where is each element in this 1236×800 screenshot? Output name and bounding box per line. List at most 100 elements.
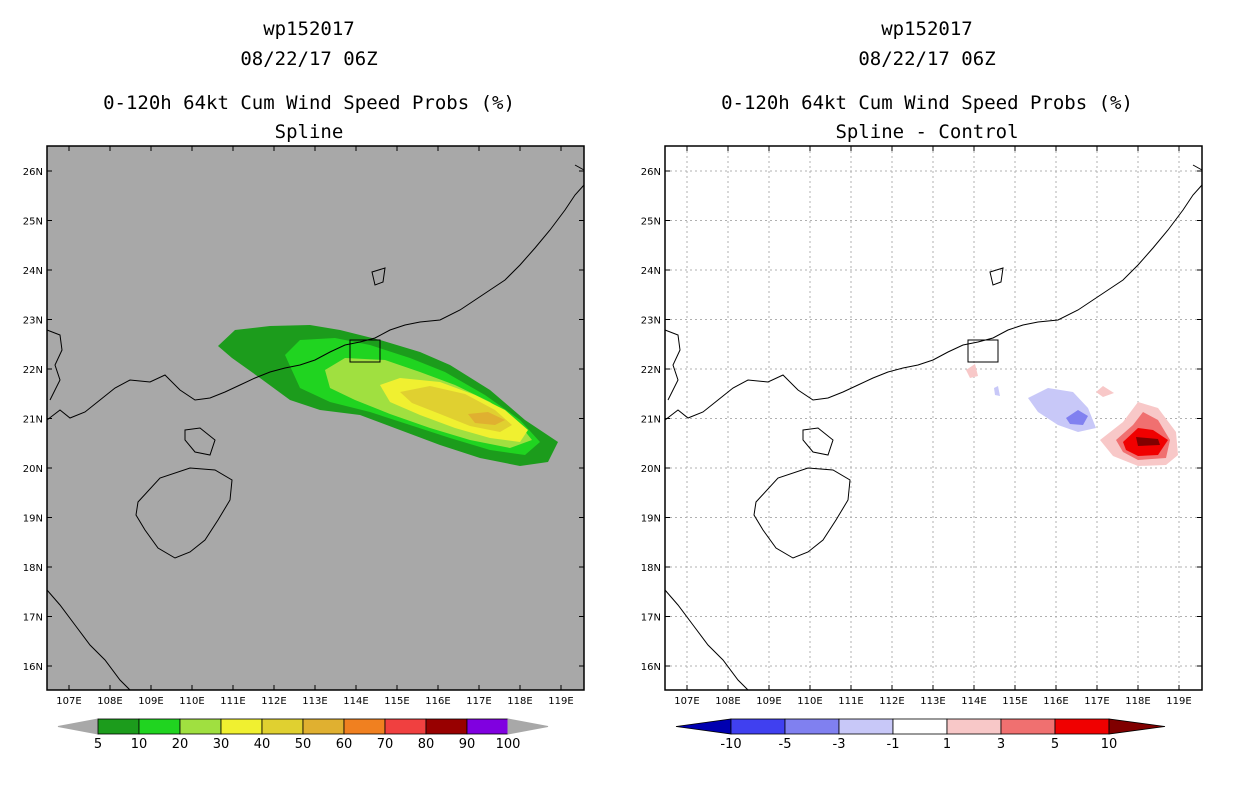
colorbar-swatch (784, 718, 840, 735)
lon-tick-label: 114E (961, 696, 986, 707)
colorbar-under-arrow (675, 718, 732, 735)
lat-tick-label: 24N (23, 266, 43, 277)
colorbar-label: 5 (1051, 737, 1059, 752)
colorbar-swatch (1054, 718, 1110, 735)
spline-minus-control-panel: wp152017 08/22/17 06Z 0-120h 64kt Cum Wi… (618, 0, 1236, 800)
lon-tick-label: 114E (343, 696, 368, 707)
colorbar-difference: -10 -5 -3 -1 1 3 5 10 (675, 718, 1166, 752)
prob-contour-50 (468, 412, 505, 425)
lon-tick-label: 111E (220, 696, 245, 707)
lat-tick-label: 19N (23, 514, 43, 525)
colorbar-swatch (384, 718, 427, 735)
colorbar-swatch (1000, 718, 1056, 735)
lon-tick-label: 118E (507, 696, 532, 707)
colorbar-label: 30 (213, 737, 230, 752)
lon-tick-label: 112E (261, 696, 286, 707)
difference-contours (966, 364, 1178, 466)
lat-tick-label: 23N (641, 316, 661, 327)
grid-lines (665, 146, 1202, 690)
lat-tick-label: 20N (23, 464, 43, 475)
colorbar-label: -5 (779, 737, 792, 752)
diff-contour-pos-1-small (966, 364, 978, 378)
lon-tick-label: 108E (97, 696, 122, 707)
colorbar-swatch (302, 718, 345, 735)
diff-contour-pos-10 (1136, 437, 1160, 446)
lat-tick-label: 26N (641, 167, 661, 178)
lat-tick-label: 22N (23, 365, 43, 376)
colorbar-label: 90 (459, 737, 476, 752)
lat-tick-label: 25N (641, 217, 661, 228)
difference-map: 107E 108E 109E 110E 111E 112E 113E 114E 115E 116E… (641, 145, 1203, 752)
colorbar-label: 10 (131, 737, 148, 752)
colorbar-over-arrow (1108, 718, 1166, 735)
lon-tick-label: 109E (138, 696, 163, 707)
lon-tick-label: 108E (715, 696, 740, 707)
colorbar-spline: 5 10 20 30 40 50 60 70 80 90 100 (57, 718, 549, 752)
colorbar-swatch (466, 718, 509, 735)
colorbar-label: 3 (997, 737, 1005, 752)
lon-tick-label: 109E (756, 696, 781, 707)
lon-tick-label: 115E (1002, 696, 1027, 707)
colorbar-swatch (343, 718, 386, 735)
lat-tick-label: 17N (23, 613, 43, 624)
lon-tick-label: 117E (1084, 696, 1109, 707)
lon-tick-label: 107E (56, 696, 81, 707)
lon-tick-label: 117E (466, 696, 491, 707)
lat-tick-label: 16N (641, 662, 661, 673)
lon-tick-label: 113E (920, 696, 945, 707)
colorbar-swatch (425, 718, 468, 735)
lon-ticks: 107E 108E 109E 110E 111E 112E 113E 114E 115E 116E… (674, 146, 1192, 707)
lon-tick-label: 118E (1125, 696, 1150, 707)
colorbar-under-arrow (57, 718, 99, 735)
coastlines (664, 164, 1203, 691)
method-title: Spline (274, 121, 344, 143)
colorbar-label: 60 (336, 737, 353, 752)
lon-tick-label: 119E (548, 696, 573, 707)
lon-tick-label: 111E (838, 696, 863, 707)
colorbar-label: 40 (254, 737, 271, 752)
probability-map: 107E 108E 109E 110E 111E 112E 113E 114E 115E 116E… (23, 145, 585, 752)
colorbar-swatch (892, 718, 948, 735)
storm-id-title: wp152017 (881, 18, 973, 40)
lat-tick-label: 24N (641, 266, 661, 277)
lat-tick-label: 25N (23, 217, 43, 228)
lon-tick-label: 110E (179, 696, 204, 707)
probability-contours (218, 325, 558, 466)
lat-tick-label: 26N (23, 167, 43, 178)
colorbar-label: 1 (943, 737, 951, 752)
lon-tick-label: 115E (384, 696, 409, 707)
colorbar-label: 50 (295, 737, 312, 752)
lat-tick-label: 22N (641, 365, 661, 376)
forecast-time-title: 08/22/17 06Z (240, 48, 378, 70)
lat-tick-label: 17N (641, 613, 661, 624)
colorbar-swatch (946, 718, 1002, 735)
diff-contour-neg-3 (1066, 410, 1088, 425)
product-title: 0-120h 64kt Cum Wind Speed Probs (%) (721, 92, 1133, 114)
colorbar-swatch (730, 718, 786, 735)
colorbar-label: 10 (1101, 737, 1118, 752)
lat-tick-label: 18N (641, 563, 661, 574)
colorbar-swatch (179, 718, 222, 735)
lat-ticks: 26N 25N 24N 23N 22N 21N 20N 19N 18N 17N 16N (23, 167, 584, 673)
diff-contour-pos-1-right (1096, 386, 1114, 397)
colorbar-label: -3 (833, 737, 846, 752)
lon-tick-label: 112E (879, 696, 904, 707)
colorbar-swatch (138, 718, 181, 735)
colorbar-label: 70 (377, 737, 394, 752)
lat-ticks: 26N 25N 24N 23N 22N 21N 20N 19N 18N 17N 16N (641, 167, 1202, 673)
lon-tick-label: 113E (302, 696, 327, 707)
colorbar-label: -10 (720, 737, 741, 752)
lat-tick-label: 21N (641, 415, 661, 426)
lat-tick-label: 21N (23, 415, 43, 426)
diff-contour-neg-1-small (994, 386, 1000, 396)
colorbar-label: 100 (496, 737, 521, 752)
lon-tick-label: 116E (425, 696, 450, 707)
lon-ticks: 107E 108E 109E 110E 111E 112E 113E 114E 115E 116E… (56, 146, 574, 707)
colorbar-label: -1 (887, 737, 900, 752)
colorbar-swatch (838, 718, 894, 735)
colorbar-swatch (220, 718, 263, 735)
lon-tick-label: 107E (674, 696, 699, 707)
colorbar-swatch (261, 718, 304, 735)
forecast-time-title: 08/22/17 06Z (858, 48, 996, 70)
storm-id-title: wp152017 (263, 18, 355, 40)
